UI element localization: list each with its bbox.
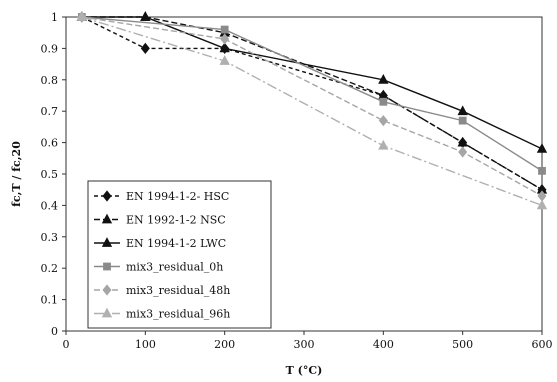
series-line	[81, 16, 543, 191]
x-tick-label: 400	[373, 338, 394, 351]
data-point	[457, 136, 468, 147]
x-tick-label: 600	[532, 338, 553, 351]
data-point	[536, 199, 548, 210]
data-point	[219, 42, 230, 53]
legend-swatch-marker	[101, 237, 113, 247]
data-point	[378, 139, 389, 150]
y-tick-label: 0.6	[41, 137, 59, 150]
data-point	[220, 33, 230, 45]
y-tick-label: 0.1	[41, 294, 59, 307]
data-point	[140, 11, 151, 21]
x-axis: 0 100 200 300 400 500 600	[63, 331, 553, 351]
series-layer	[76, 11, 548, 210]
data-point	[538, 166, 546, 175]
y-axis-title: fc,T / fc,20	[10, 141, 23, 207]
legend-item-3: EN 1994-1-2 LWC	[94, 237, 226, 250]
series-2	[76, 11, 548, 194]
x-axis-title: T (°C)	[286, 364, 323, 377]
series-3	[76, 11, 548, 153]
y-tick-label: 0.8	[41, 74, 59, 87]
y-tick-label: 0.7	[41, 105, 59, 118]
legend-label: mix3_residual_48h	[126, 284, 230, 297]
series-1	[77, 11, 547, 196]
series-5	[77, 11, 547, 202]
legend-box	[87, 180, 272, 329]
series-line	[81, 16, 543, 150]
data-point	[536, 143, 548, 153]
legend-label: EN 1994-1-2 LWC	[126, 237, 226, 250]
legend-item-1: EN 1994-1-2- HSC	[94, 190, 229, 203]
data-point	[457, 105, 468, 116]
y-tick-label: 0.5	[41, 168, 59, 181]
data-point	[378, 114, 388, 127]
y-tick-label: 0.3	[41, 231, 59, 244]
series-line	[81, 16, 543, 197]
legend-item-4: mix3_residual_0h	[94, 261, 223, 274]
data-point	[379, 97, 388, 106]
legend-label: mix3_residual_96h	[126, 308, 230, 321]
y-tick-label: 0.2	[41, 262, 59, 275]
legend-swatch-marker	[102, 190, 112, 202]
legend-swatch-marker	[101, 307, 113, 318]
y-tick-label: 1	[51, 11, 58, 24]
series-6	[76, 11, 548, 210]
legend-swatch-marker	[102, 284, 112, 296]
data-point	[220, 25, 229, 34]
legend-item-6: mix3_residual_96h	[94, 308, 230, 321]
series-line	[81, 16, 543, 207]
data-point	[140, 42, 150, 55]
series-line	[81, 16, 543, 172]
legend-swatch-marker	[101, 213, 113, 224]
legend-label: EN 1994-1-2- HSC	[126, 190, 229, 203]
data-point	[378, 73, 389, 84]
legend-item-2: EN 1992-1-2 NSC	[94, 214, 226, 227]
y-tick-label: 0.4	[41, 199, 59, 212]
data-point	[458, 116, 467, 125]
data-point	[458, 146, 468, 158]
data-point	[219, 55, 230, 65]
y-tick-label: 0.9	[41, 42, 59, 55]
series-line	[81, 16, 543, 191]
y-axis: 0 0.1 0.2 0.3 0.4 0.5 0.6 0.7 0.8 0.9 1	[41, 11, 66, 338]
y-tick-label: 0	[51, 325, 58, 338]
legend-label: mix3_residual_0h	[126, 261, 223, 274]
legend-swatch-marker	[103, 262, 111, 271]
x-tick-label: 200	[214, 338, 235, 351]
x-tick-label: 300	[294, 338, 315, 351]
legend-label: EN 1992-1-2 NSC	[126, 214, 226, 227]
legend: EN 1994-1-2- HSC EN 1992-1-2 NSC EN 1994-1…	[87, 180, 272, 329]
x-tick-label: 100	[135, 338, 156, 351]
x-tick-label: 0	[63, 338, 70, 351]
x-tick-label: 500	[452, 338, 473, 351]
data-point	[76, 11, 88, 21]
legend-item-5: mix3_residual_48h	[94, 284, 230, 297]
